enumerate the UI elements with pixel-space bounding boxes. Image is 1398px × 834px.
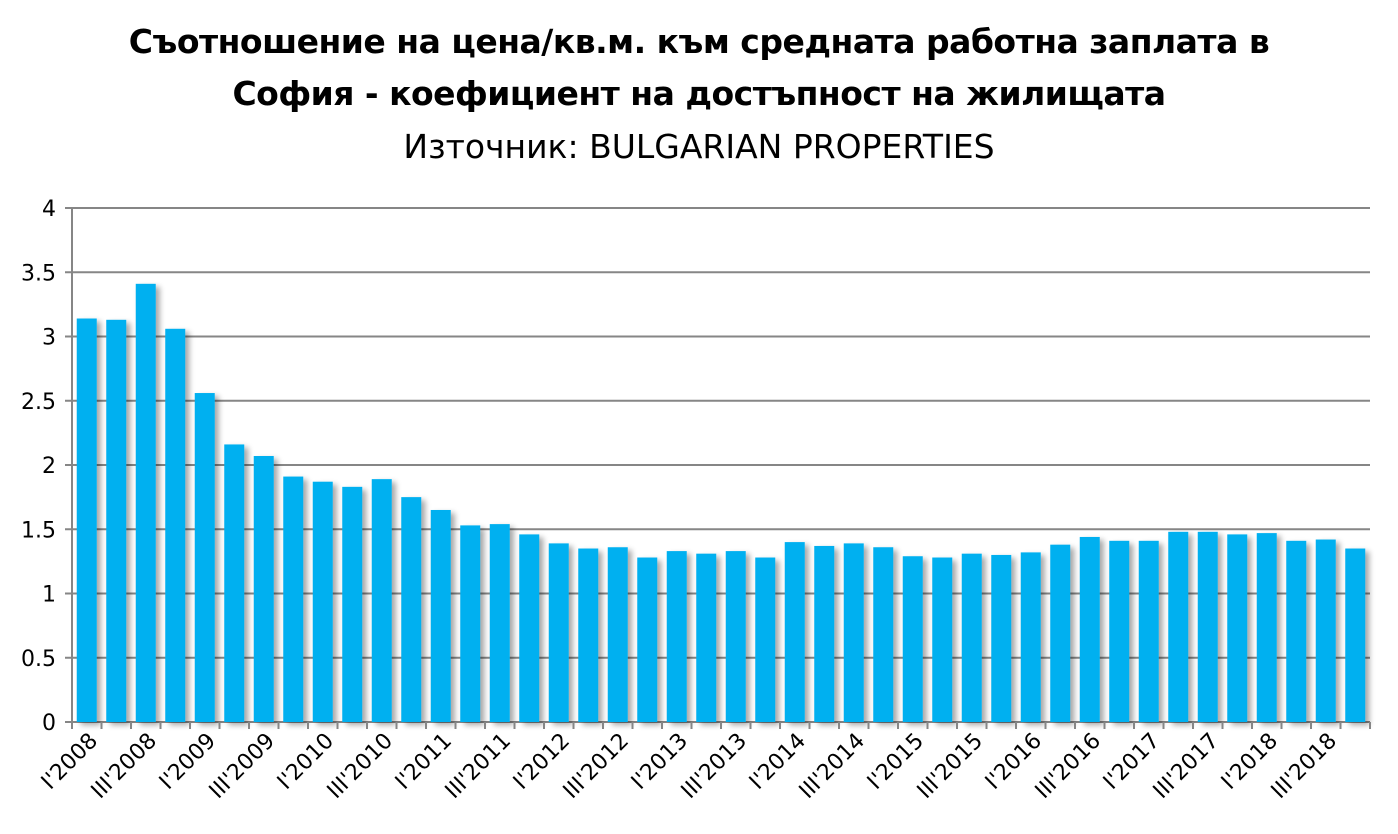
bar-I'2014 — [784, 542, 805, 722]
bar-II'2013 — [696, 553, 717, 722]
bar-I'2011 — [430, 509, 451, 722]
bar-I'2009 — [194, 393, 215, 722]
bar-II'2011 — [460, 525, 481, 722]
bar-III'2012 — [607, 547, 628, 722]
bar-II'2015 — [932, 557, 953, 722]
bar-III'2013 — [725, 551, 746, 722]
y-tick-label: 0 — [42, 711, 56, 736]
bar-IV'2017 — [1227, 534, 1248, 722]
bar-I'2016 — [1020, 552, 1041, 722]
y-tick-label: 0.5 — [21, 647, 56, 672]
x-tick-label: III'2010 — [323, 729, 398, 804]
bar-IV'2013 — [755, 557, 776, 722]
bar-III'2015 — [961, 553, 982, 722]
x-tick-label: III'2013 — [677, 729, 752, 804]
bar-II'2016 — [1050, 544, 1071, 722]
y-tick-label: 2 — [42, 454, 56, 479]
bar-IV'2014 — [873, 547, 894, 722]
bar-IV'2016 — [1109, 540, 1130, 722]
y-tick-label: 4 — [42, 197, 56, 222]
x-tick-label: III'2008 — [87, 729, 162, 804]
bar-IV'2009 — [283, 476, 304, 722]
bar-II'2010 — [342, 486, 363, 722]
x-tick-label: III'2018 — [1267, 729, 1342, 804]
bar-III'2014 — [843, 543, 864, 722]
chart-title-line-1: Съотношение на цена/кв.м. към средната р… — [128, 22, 1270, 61]
x-tick-label: III'2011 — [441, 729, 516, 804]
bar-I'2008 — [76, 318, 97, 722]
y-tick-label: 1 — [42, 583, 56, 608]
bar-III'2009 — [253, 456, 274, 722]
bar-IV'2012 — [637, 557, 658, 722]
x-tick-label: III'2012 — [559, 729, 634, 804]
bar-I'2017 — [1138, 540, 1159, 722]
bar-III'2011 — [489, 524, 510, 722]
bar-III'2016 — [1079, 536, 1100, 722]
bar-III'2008 — [135, 283, 156, 722]
bar-II'2017 — [1168, 531, 1189, 722]
y-tick-label: 2.5 — [21, 390, 56, 415]
bar-I'2012 — [548, 543, 569, 722]
bar-III'2010 — [371, 479, 392, 722]
bar-II'2012 — [578, 548, 599, 722]
bar-III'2018 — [1315, 539, 1336, 722]
x-tick-label: III'2009 — [205, 729, 280, 804]
bar-I'2013 — [666, 551, 687, 722]
chart-title-line-2: София - коефициент на достъпност на жили… — [232, 74, 1166, 113]
bar-II'2018 — [1286, 540, 1307, 722]
bar-II'2009 — [224, 444, 245, 722]
bar-IV'2018 — [1345, 548, 1366, 722]
bar-II'2008 — [106, 319, 127, 722]
bar-III'2017 — [1197, 531, 1218, 722]
bar-II'2014 — [814, 545, 835, 722]
x-tick-label: III'2017 — [1149, 729, 1224, 804]
x-tick-label: III'2014 — [795, 729, 870, 804]
y-tick-label: 3 — [42, 326, 56, 351]
bar-I'2018 — [1256, 533, 1277, 722]
bar-IV'2010 — [401, 497, 422, 722]
bar-IV'2011 — [519, 534, 540, 722]
bar-IV'2015 — [991, 554, 1012, 722]
bar-I'2010 — [312, 481, 333, 722]
bar-IV'2008 — [165, 328, 186, 722]
y-tick-label: 1.5 — [21, 518, 56, 543]
x-tick-label: III'2015 — [913, 729, 988, 804]
y-tick-label: 3.5 — [21, 261, 56, 286]
bar-I'2015 — [902, 556, 923, 722]
chart-subtitle: Източник: BULGARIAN PROPERTIES — [403, 127, 995, 166]
x-tick-label: III'2016 — [1031, 729, 1106, 804]
